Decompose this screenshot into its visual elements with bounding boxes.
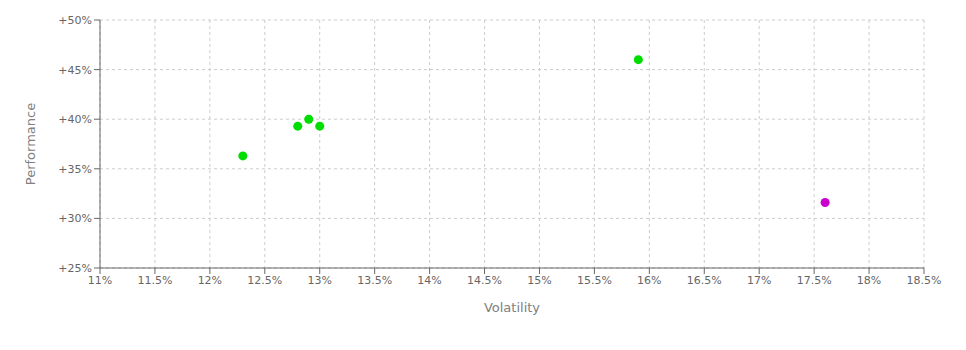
svg-text:18%: 18% [857,274,881,287]
svg-text:15%: 15% [527,274,551,287]
svg-text:+50%: +50% [58,14,92,27]
svg-text:11.5%: 11.5% [137,274,172,287]
svg-text:16.5%: 16.5% [687,274,722,287]
svg-text:13%: 13% [308,274,332,287]
svg-text:15.5%: 15.5% [577,274,612,287]
svg-text:12%: 12% [198,274,222,287]
svg-text:17.5%: 17.5% [797,274,832,287]
svg-text:14%: 14% [417,274,441,287]
svg-text:13.5%: 13.5% [357,274,392,287]
svg-text:11%: 11% [88,274,112,287]
svg-text:12.5%: 12.5% [247,274,282,287]
svg-text:14.5%: 14.5% [467,274,502,287]
svg-text:Performance: Performance [23,103,38,185]
svg-text:+35%: +35% [58,163,92,176]
svg-text:17%: 17% [747,274,771,287]
svg-text:Volatility: Volatility [484,300,540,315]
svg-text:+45%: +45% [58,64,92,77]
svg-text:+30%: +30% [58,212,92,225]
svg-text:+25%: +25% [58,262,92,275]
svg-text:+40%: +40% [58,113,92,126]
svg-text:16%: 16% [637,274,661,287]
svg-text:18.5%: 18.5% [907,274,942,287]
